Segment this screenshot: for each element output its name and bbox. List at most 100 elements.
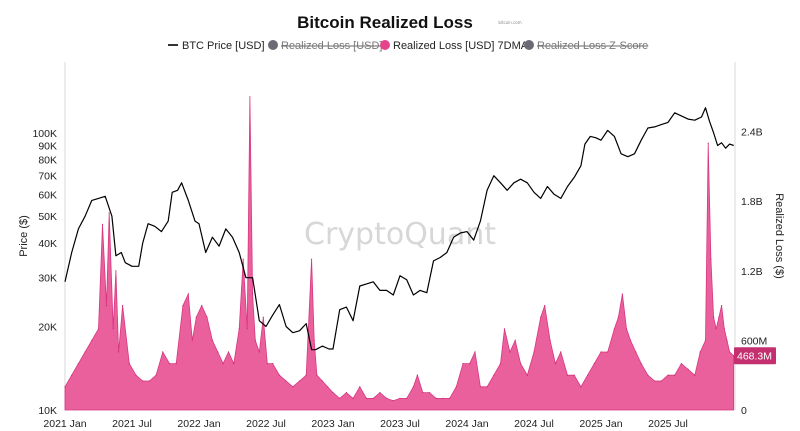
realized-loss-point	[412, 386, 414, 388]
legend-label: Realized Loss Z-Score	[537, 40, 648, 52]
left-tick-label: 60K	[38, 189, 57, 201]
legend-item-realized-loss-7dma[interactable]: Realized Loss [USD] 7DMA	[380, 40, 529, 52]
realized-loss-point	[713, 316, 715, 318]
legend-dot-marker	[380, 40, 390, 50]
realized-loss-point	[520, 363, 522, 365]
realized-loss-point	[97, 328, 100, 330]
left-tick-label: 20K	[38, 322, 57, 334]
realized-loss-point	[71, 374, 73, 376]
realized-loss-point	[667, 374, 669, 376]
realized-loss-point	[262, 316, 264, 318]
realized-loss-point	[435, 397, 437, 399]
realized-loss-point	[339, 397, 341, 399]
realized-loss-point	[640, 363, 642, 365]
realized-loss-point	[726, 339, 728, 341]
realized-loss-point	[621, 293, 624, 295]
realized-loss-point	[699, 351, 701, 353]
realized-loss-point	[629, 339, 632, 341]
realized-loss-point	[654, 380, 656, 382]
legend-item-z-score[interactable]: Realized Loss Z-Score	[524, 40, 648, 52]
realized-loss-point	[365, 397, 368, 399]
right-axis-title: Realized Loss ($)	[773, 193, 785, 279]
realized-loss-point	[345, 392, 347, 394]
realized-loss-point	[238, 328, 240, 330]
realized-loss-point	[135, 374, 137, 376]
x-tick-label: 2023 Jul	[380, 418, 420, 430]
realized-loss-point	[674, 374, 676, 376]
realized-loss-point	[573, 374, 575, 376]
realized-loss-point	[587, 374, 589, 376]
realized-loss-point	[379, 392, 381, 394]
realized-loss-point	[580, 386, 582, 388]
realized-loss-point	[175, 363, 177, 365]
realized-loss-point	[469, 363, 471, 365]
realized-loss-point	[272, 363, 274, 365]
current-value-label: 468.3M	[737, 351, 772, 363]
realized-loss-point	[112, 328, 114, 330]
realized-loss-point	[617, 316, 620, 318]
right-tick-label: 1.2B	[741, 266, 763, 278]
realized-loss-point	[118, 351, 120, 353]
chart-subtitle: bitcoin.com	[498, 20, 521, 25]
left-tick-label: 80K	[38, 155, 57, 167]
right-tick-label: 600M	[741, 335, 767, 347]
realized-loss-point	[729, 351, 731, 353]
realized-loss-point	[386, 397, 388, 399]
realized-loss-point	[242, 258, 244, 260]
realized-loss-point	[479, 386, 481, 388]
realized-loss-point	[566, 374, 569, 376]
realized-loss-point	[105, 305, 108, 307]
realized-loss-point	[258, 351, 260, 353]
realized-loss-point	[600, 351, 602, 353]
realized-loss-point	[613, 328, 616, 330]
x-tick-label: 2023 Jan	[311, 418, 354, 430]
realized-loss-point	[399, 397, 401, 399]
cryptoquant-watermark: CryptoQuant	[304, 217, 496, 252]
realized-loss-point	[526, 374, 528, 376]
realized-loss-point	[647, 374, 649, 376]
realized-loss-point	[142, 380, 144, 382]
realized-loss-point	[544, 305, 546, 307]
realized-loss-point	[359, 386, 361, 388]
realized-loss-point	[91, 339, 93, 341]
realized-loss-point	[503, 328, 506, 330]
right-tick-label: 2.4B	[741, 127, 763, 139]
realized-loss-point	[474, 351, 476, 353]
legend-label: Realized Loss [USD] 7DMA	[393, 40, 529, 52]
current-value-badge-bg	[734, 347, 776, 365]
realized-loss-point	[593, 363, 595, 365]
realized-loss-point	[278, 374, 280, 376]
realized-loss-point	[687, 368, 689, 370]
chart-title: Bitcoin Realized Loss	[297, 13, 473, 32]
realized-loss-point	[509, 351, 511, 353]
realized-loss-point	[372, 397, 374, 399]
realized-loss-point	[182, 305, 184, 307]
right-tick-label: 0	[741, 405, 747, 417]
realized-loss-point	[217, 351, 219, 353]
realized-loss-point	[560, 351, 562, 353]
x-tick-label: 2021 Jul	[112, 418, 152, 430]
realized-loss-point	[266, 363, 268, 365]
left-tick-label: 40K	[38, 238, 57, 250]
realized-loss-point	[233, 363, 235, 365]
realized-loss-point	[721, 305, 723, 307]
legend-item-btc-price[interactable]: BTC Price [USD]	[168, 40, 265, 52]
realized-loss-point	[422, 392, 424, 394]
right-tick-label: 1.8B	[741, 196, 763, 208]
legend-item-realized-loss[interactable]: Realized Loss [USD]	[268, 40, 383, 52]
realized-loss-point	[635, 351, 637, 353]
realized-loss-point	[305, 374, 307, 376]
realized-loss-point	[493, 374, 495, 376]
btc-price-line	[64, 107, 734, 351]
realized-loss-point	[162, 351, 164, 353]
realized-loss-point	[292, 386, 294, 388]
realized-loss-point	[327, 386, 329, 388]
realized-loss-point	[533, 351, 535, 353]
realized-loss-point	[416, 374, 418, 376]
x-tick-label: 2024 Jul	[514, 418, 554, 430]
realized-loss-point	[168, 363, 171, 365]
realized-loss-point	[514, 339, 516, 341]
realized-loss-point	[211, 339, 213, 341]
